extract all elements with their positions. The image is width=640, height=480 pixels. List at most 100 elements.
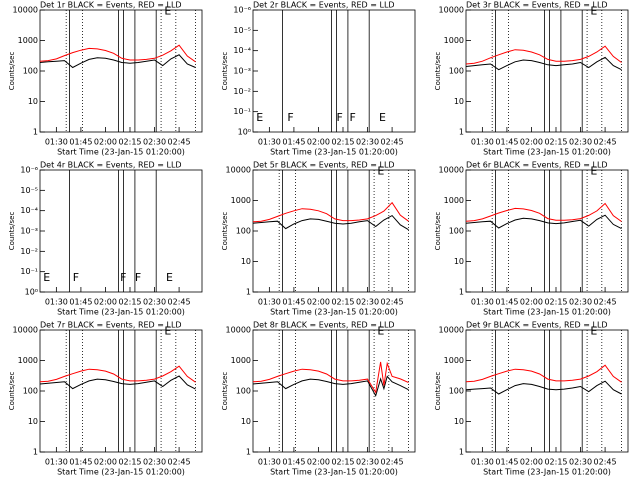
annotation: E xyxy=(43,271,50,284)
y-tick-label: 1000 xyxy=(444,196,464,205)
chart-title: Det 1r BLACK = Events, RED = LLD xyxy=(40,1,182,10)
y-tick-label: 1 xyxy=(246,448,251,457)
y-tick-label: 10000 xyxy=(439,6,464,15)
y-axis-label: Counts/sec xyxy=(434,52,442,91)
x-tick-label: 02:45 xyxy=(594,138,617,147)
x-tick-label: 01:30 xyxy=(471,298,494,307)
x-tick-label: 01:30 xyxy=(45,138,68,147)
y-tick-label: 10⁻⁶ xyxy=(20,166,38,175)
annotation: E xyxy=(377,164,384,177)
x-axis-label: Start Time (23-Jan-15 01:20:00) xyxy=(483,468,611,477)
y-tick-label: 10⁻³ xyxy=(20,227,38,236)
x-tick-label: 02:30 xyxy=(356,138,379,147)
y-tick-label: 10000 xyxy=(226,166,251,175)
y-tick-label: 1000 xyxy=(18,36,38,45)
chart-title: Det 5r BLACK = Events, RED = LLD xyxy=(253,161,395,170)
annotation: F xyxy=(73,271,79,284)
series-line xyxy=(465,202,622,222)
y-tick-label: 10⁻⁴ xyxy=(20,206,38,215)
y-tick-label: 10 xyxy=(28,97,38,106)
plot-frame xyxy=(465,169,629,293)
x-tick-label: 02:30 xyxy=(569,298,592,307)
x-tick-label: 02:00 xyxy=(520,298,543,307)
y-tick-label: 10 xyxy=(28,417,38,426)
x-tick-label: 02:30 xyxy=(143,138,166,147)
y-tick-label: 1 xyxy=(246,288,251,297)
chart-title: Det 8r BLACK = Events, RED = LLD xyxy=(253,321,395,330)
y-axis-label: Counts/sec xyxy=(8,212,16,251)
annotation: E xyxy=(590,4,597,17)
annotation: F xyxy=(287,111,293,124)
annotation: E xyxy=(377,324,384,337)
y-tick-label: 100 xyxy=(449,227,464,236)
plot-frame xyxy=(39,9,203,133)
x-tick-label: 01:45 xyxy=(495,458,518,467)
y-tick-label: 10000 xyxy=(226,326,251,335)
y-axis-label: Counts/sec xyxy=(434,372,442,411)
series-line xyxy=(465,56,622,71)
annotation: E xyxy=(379,111,386,124)
series-line xyxy=(252,375,409,397)
y-tick-label: 100 xyxy=(236,227,251,236)
x-tick-label: 02:00 xyxy=(307,298,330,307)
series-line xyxy=(39,54,196,69)
plot-frame xyxy=(252,329,416,453)
x-tick-label: 01:30 xyxy=(258,458,281,467)
y-tick-label: 10⁻¹ xyxy=(233,107,251,116)
chart-title: Det 2r BLACK = Events, RED = LLD xyxy=(253,1,395,10)
x-tick-label: 02:00 xyxy=(94,138,117,147)
y-axis-label: Counts/sec xyxy=(434,212,442,251)
x-tick-label: 02:45 xyxy=(168,298,191,307)
x-tick-label: 02:45 xyxy=(381,298,404,307)
x-tick-label: 01:30 xyxy=(258,298,281,307)
x-tick-label: 02:00 xyxy=(94,298,117,307)
x-tick-label: 01:45 xyxy=(69,298,92,307)
y-axis-label: Counts/sec xyxy=(221,52,229,91)
x-tick-label: 02:45 xyxy=(168,138,191,147)
y-tick-label: 1 xyxy=(33,448,38,457)
x-tick-label: 02:30 xyxy=(569,458,592,467)
x-tick-label: 02:45 xyxy=(594,458,617,467)
y-tick-label: 10 xyxy=(241,417,251,426)
annotation: E xyxy=(256,111,263,124)
series-line xyxy=(465,214,622,230)
x-tick-label: 02:15 xyxy=(544,298,567,307)
y-tick-label: 10⁻³ xyxy=(233,67,251,76)
x-tick-label: 02:00 xyxy=(520,458,543,467)
x-tick-label: 02:00 xyxy=(520,138,543,147)
x-tick-label: 01:30 xyxy=(45,298,68,307)
x-tick-label: 02:15 xyxy=(331,458,354,467)
x-tick-label: 01:30 xyxy=(258,138,281,147)
annotation: F xyxy=(350,111,356,124)
chart-title: Det 6r BLACK = Events, RED = LLD xyxy=(466,161,608,170)
y-tick-label: 100 xyxy=(236,387,251,396)
y-tick-label: 10000 xyxy=(439,166,464,175)
y-tick-label: 100 xyxy=(449,67,464,76)
series-line xyxy=(39,375,196,390)
y-tick-label: 10 xyxy=(454,417,464,426)
x-axis-label: Start Time (23-Jan-15 01:20:00) xyxy=(57,148,185,157)
chart-title: Det 4r BLACK = Events, RED = LLD xyxy=(40,161,182,170)
x-tick-label: 01:45 xyxy=(282,298,305,307)
x-tick-label: 02:45 xyxy=(594,298,617,307)
plot-frame xyxy=(465,9,629,133)
x-tick-label: 01:45 xyxy=(69,458,92,467)
y-tick-label: 10⁻⁵ xyxy=(233,26,251,35)
y-tick-label: 10 xyxy=(454,97,464,106)
y-tick-label: 10⁻¹ xyxy=(20,267,38,276)
chart-title: Det 7r BLACK = Events, RED = LLD xyxy=(40,321,182,330)
x-tick-label: 01:45 xyxy=(282,138,305,147)
x-axis-label: Start Time (23-Jan-15 01:20:00) xyxy=(270,148,398,157)
y-tick-label: 100 xyxy=(23,67,38,76)
y-tick-label: 10000 xyxy=(13,6,38,15)
y-axis-label: Counts/sec xyxy=(8,52,16,91)
x-axis-label: Start Time (23-Jan-15 01:20:00) xyxy=(270,468,398,477)
x-tick-label: 02:30 xyxy=(569,138,592,147)
x-axis-label: Start Time (23-Jan-15 01:20:00) xyxy=(57,468,185,477)
annotation: F xyxy=(135,271,141,284)
series-line xyxy=(465,45,622,65)
x-tick-label: 02:30 xyxy=(143,298,166,307)
series-line xyxy=(465,380,622,395)
series-line xyxy=(252,201,409,223)
